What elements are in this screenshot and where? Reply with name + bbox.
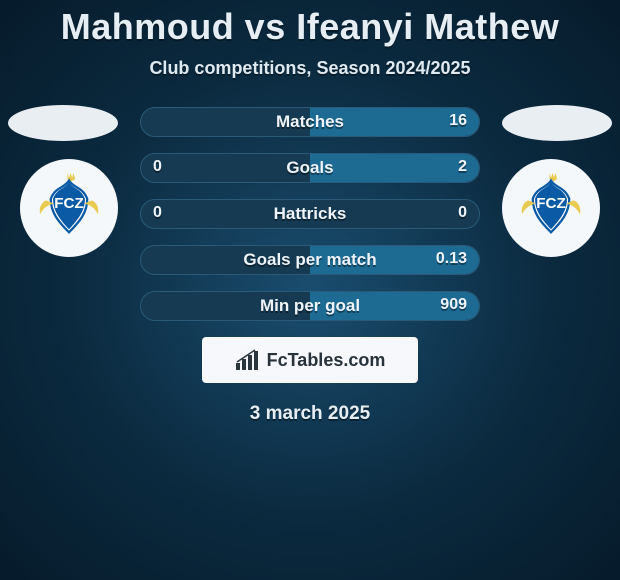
stats-list: Matches16Goals02Hattricks00Goals per mat… <box>140 107 480 321</box>
stat-value-left: 0 <box>153 204 162 222</box>
club-crest-left: FCZ <box>20 159 118 257</box>
stat-label: Min per goal <box>141 296 479 316</box>
stat-row: Goals per match0.13 <box>140 245 480 275</box>
brand-badge[interactable]: FcTables.com <box>202 337 418 383</box>
stat-label: Hattricks <box>141 204 479 224</box>
snapshot-date: 3 march 2025 <box>0 403 620 425</box>
stat-value-left: 0 <box>153 158 162 176</box>
stat-label: Goals <box>141 158 479 178</box>
fcz-crest-icon: FCZ <box>513 170 589 246</box>
club-crest-right: FCZ <box>502 159 600 257</box>
stat-value-right: 16 <box>449 112 467 130</box>
stat-label: Matches <box>141 112 479 132</box>
stat-row: Min per goal909 <box>140 291 480 321</box>
stat-value-right: 909 <box>440 296 467 314</box>
stat-row: Goals0 2 <box>140 153 480 183</box>
svg-text:FCZ: FCZ <box>536 195 566 212</box>
fcz-crest-icon: FCZ <box>31 170 107 246</box>
player-photo-right <box>502 105 612 141</box>
stat-row: Matches16 <box>140 107 480 137</box>
stat-value-right: 0.13 <box>436 250 467 268</box>
arena: FCZ FCZ Matches16Goals02Hattricks00Goals… <box>0 107 620 425</box>
stat-value-right: 0 <box>458 204 467 222</box>
brand-text: FcTables.com <box>267 350 386 371</box>
stat-label: Goals per match <box>141 250 479 270</box>
stat-value-right: 2 <box>458 158 467 176</box>
comparison-card: Mahmoud vs Ifeanyi Mathew Club competiti… <box>0 0 620 580</box>
page-title: Mahmoud vs Ifeanyi Mathew <box>0 0 620 48</box>
player-photo-left <box>8 105 118 141</box>
subtitle: Club competitions, Season 2024/2025 <box>0 58 620 79</box>
bars-growth-icon <box>235 349 261 371</box>
svg-text:FCZ: FCZ <box>54 195 84 212</box>
stat-row: Hattricks0 0 <box>140 199 480 229</box>
